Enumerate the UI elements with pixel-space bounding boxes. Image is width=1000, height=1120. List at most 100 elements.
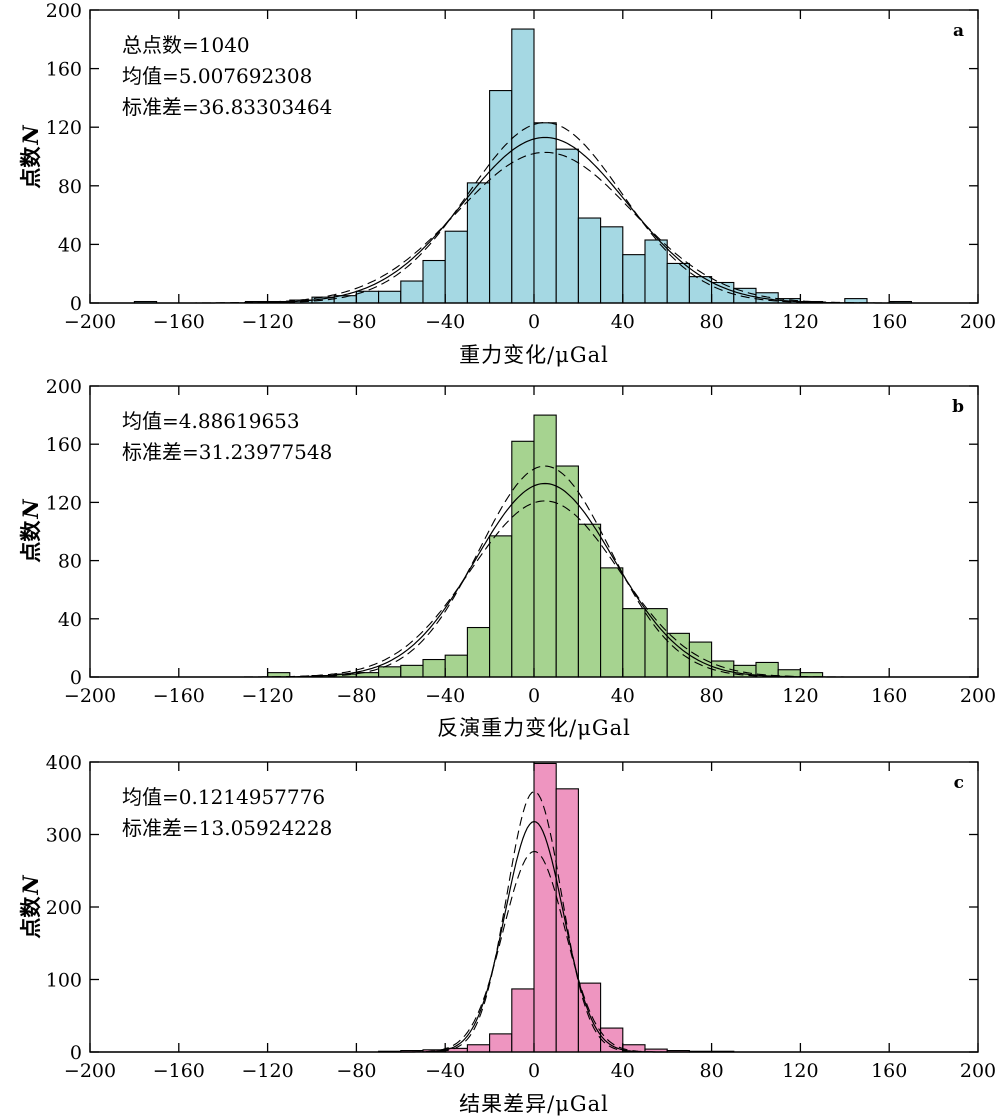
x-tick-label: 0 [528,685,540,707]
stats-line: 均值=4.88619653 [122,409,300,433]
x-tick-label: 80 [700,685,724,707]
y-tick-label: 120 [46,117,82,139]
y-axis-label-symbol: N [18,875,43,896]
y-tick-label: 80 [58,176,82,198]
histogram-bar [466,626,491,678]
histogram-bar [422,259,446,304]
x-tick-label: 120 [782,1060,818,1082]
histogram-bar [444,654,468,678]
histogram-bar [533,414,557,678]
histogram-bar [577,523,602,678]
y-tick-label: 200 [46,0,82,22]
x-tick-label: 160 [871,311,907,333]
x-axis-label: 结果差异/μGal [459,1092,609,1116]
histogram-bar [555,788,579,1053]
x-tick-label: 80 [700,311,724,333]
panel-label: a [953,21,964,41]
y-axis-label-text: 点数 [18,896,43,939]
stats-line: 标准差=13.05924228 [122,816,332,840]
y-tick-label: 400 [46,752,82,774]
histogram-bar [511,28,535,304]
histogram-bar [400,664,424,678]
y-tick-label: 100 [46,970,82,992]
y-tick-label: 0 [70,1042,82,1064]
x-tick-label: 80 [700,1060,724,1082]
panel-b: −200 −160 −120 −80 −40 0 40 80 120 160 200 0 40 80 120… [18,376,996,740]
histogram-bar [622,254,646,304]
x-tick-label: 120 [782,311,818,333]
y-tick-label: 40 [58,234,82,256]
x-tick-label: −200 [64,1060,116,1082]
x-tick-label: −40 [425,685,465,707]
histogram-bar [644,608,668,678]
y-tick-label: 0 [70,667,82,689]
y-axis-label: 点数N [18,499,43,563]
histogram-bar [533,762,557,1053]
x-tick-label: 160 [871,685,907,707]
histogram-bar [489,90,513,304]
x-tick-label: −80 [336,1060,376,1082]
x-tick-label: −120 [242,1060,294,1082]
y-axis-label-symbol: N [18,125,43,146]
histogram-bar [466,182,491,304]
x-tick-label: −160 [153,311,205,333]
histogram-bar [733,287,757,304]
y-tick-label: 160 [46,434,82,456]
x-tick-label: 40 [611,1060,635,1082]
y-axis-label: 点数N [18,125,43,189]
y-tick-label: 0 [70,293,82,315]
y-tick-label: 80 [58,551,82,573]
y-axis-label: 点数N [18,875,43,939]
x-tick-label: −160 [153,685,205,707]
histogram-bar [444,230,468,304]
x-tick-label: −120 [242,311,294,333]
y-tick-label: 160 [46,59,82,81]
panel-label: c [954,773,964,793]
histogram-bar [489,535,513,678]
stats-line: 标准差=31.23977548 [122,440,332,464]
histogram-bar [511,440,535,678]
x-tick-label: −160 [153,1060,205,1082]
y-axis-label-text: 点数 [18,146,43,189]
x-tick-label: 200 [960,1060,996,1082]
x-tick-label: 120 [782,685,818,707]
x-tick-label: −200 [64,685,116,707]
y-tick-label: 120 [46,492,82,514]
x-tick-label: 0 [528,1060,540,1082]
histogram-bar [577,217,602,304]
histogram-bar [555,465,579,678]
x-axis-label: 反演重力变化/μGal [437,716,631,740]
y-tick-label: 300 [46,825,82,847]
panel-c: −200 −160 −120 −80 −40 0 40 80 120 160 200 0 100 200 3… [18,752,996,1116]
histogram-bar [600,226,624,304]
y-axis-label-text: 点数 [18,520,43,563]
x-tick-label: −80 [336,311,376,333]
x-tick-label: 200 [960,685,996,707]
x-tick-label: 160 [871,1060,907,1082]
y-tick-label: 200 [46,897,82,919]
histogram-bar [644,239,668,304]
histogram-bar [511,988,535,1053]
histogram-bar [688,641,713,678]
x-tick-label: 40 [611,685,635,707]
stats-line: 标准差=36.83303464 [122,95,332,119]
x-tick-label: 0 [528,311,540,333]
x-tick-label: −40 [425,311,465,333]
y-tick-label: 40 [58,609,82,631]
x-tick-label: −80 [336,685,376,707]
x-tick-label: 40 [611,311,635,333]
y-tick-label: 200 [46,376,82,398]
x-axis-label: 重力变化/μGal [459,343,609,367]
y-axis-label-symbol: N [18,499,43,520]
histogram-bar [489,1033,513,1053]
stats-line: 总点数=1040 [122,33,250,57]
histogram-bar [422,658,446,678]
histogram-bar [466,1044,491,1053]
histogram-bar [378,290,402,304]
histogram-bar [600,567,624,678]
histogram-bar [555,148,579,304]
panel-label: b [952,397,964,417]
x-tick-label: −200 [64,311,116,333]
stats-line: 均值=5.007692308 [122,64,312,88]
